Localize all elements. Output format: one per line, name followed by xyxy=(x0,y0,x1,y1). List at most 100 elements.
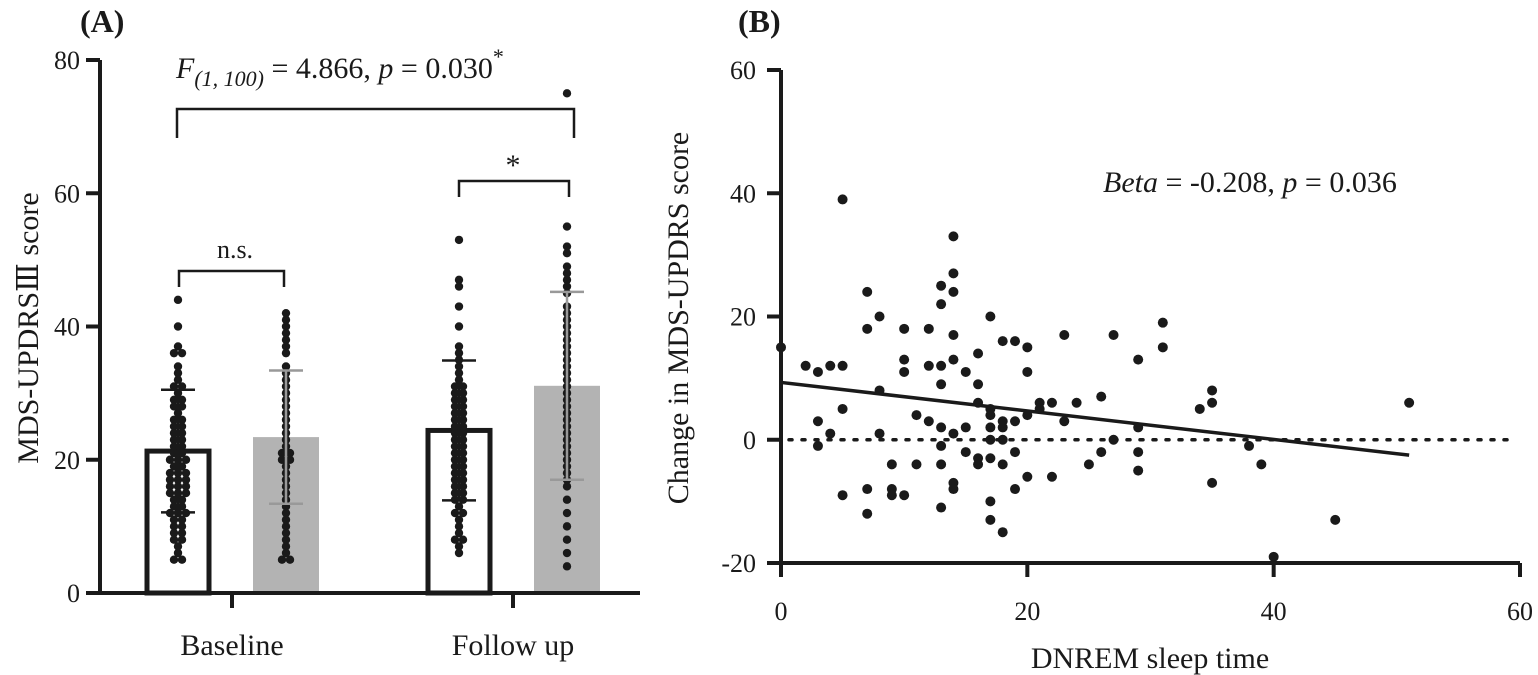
data-point xyxy=(948,428,959,439)
data-point xyxy=(1133,465,1144,476)
data-point xyxy=(165,488,175,498)
data-point xyxy=(1404,397,1415,408)
data-point xyxy=(169,428,179,438)
data-point xyxy=(177,435,187,444)
data-point xyxy=(173,375,183,384)
data-point xyxy=(1108,329,1119,340)
data-point xyxy=(936,502,947,513)
data-point xyxy=(837,490,848,501)
data-point xyxy=(173,362,183,371)
baseline-test-label: n.s. xyxy=(217,235,253,264)
data-point xyxy=(1046,397,1057,408)
regression-pval: = 0.036 xyxy=(1297,166,1396,199)
data-point xyxy=(985,422,996,433)
data-point xyxy=(285,448,295,458)
x-tick-label: 40 xyxy=(1261,597,1287,626)
data-point xyxy=(177,522,187,531)
data-point xyxy=(458,422,468,431)
data-point xyxy=(285,455,295,464)
data-point xyxy=(454,275,464,285)
data-point xyxy=(562,562,572,571)
data-point xyxy=(281,328,291,338)
data-point xyxy=(923,360,934,371)
data-point xyxy=(177,495,187,504)
data-point xyxy=(825,428,836,439)
data-point xyxy=(1059,416,1070,427)
data-point xyxy=(169,535,179,544)
data-point xyxy=(812,416,823,427)
data-point xyxy=(948,268,959,279)
data-point xyxy=(450,395,460,404)
data-point xyxy=(169,422,179,431)
data-point xyxy=(985,453,996,464)
data-point xyxy=(997,422,1008,433)
data-point xyxy=(985,410,996,421)
data-point xyxy=(997,434,1008,445)
data-point xyxy=(458,428,468,438)
data-point xyxy=(985,514,996,525)
data-point xyxy=(169,462,179,471)
data-point xyxy=(454,548,464,558)
data-point xyxy=(458,395,468,404)
data-point xyxy=(450,402,460,411)
data-point xyxy=(562,282,572,291)
data-point xyxy=(1207,397,1218,408)
data-point xyxy=(454,282,464,291)
data-point xyxy=(169,415,179,424)
data-point xyxy=(458,448,468,458)
data-point xyxy=(1022,366,1033,377)
category-label: Baseline xyxy=(180,629,283,662)
data-point xyxy=(450,462,460,471)
data-point xyxy=(177,502,187,511)
data-point xyxy=(1010,447,1021,458)
data-point xyxy=(936,299,947,310)
data-point xyxy=(281,528,291,538)
data-point xyxy=(960,422,971,433)
data-point xyxy=(458,508,468,518)
data-point xyxy=(1133,354,1144,365)
data-point xyxy=(562,262,572,271)
data-point xyxy=(173,295,183,305)
data-point xyxy=(948,286,959,297)
data-point xyxy=(450,455,460,464)
data-point xyxy=(1010,416,1021,427)
data-point xyxy=(936,440,947,451)
data-point xyxy=(1194,403,1205,414)
data-point xyxy=(169,435,179,444)
data-point xyxy=(458,455,468,464)
data-point xyxy=(165,482,175,491)
data-point xyxy=(177,428,187,438)
data-point xyxy=(181,488,191,498)
y-tick-label: 20 xyxy=(54,446,80,475)
data-point xyxy=(886,459,897,470)
panel-a: (A) 0 20 40 60 80 Baseline Follow up MDS-UPDR… xyxy=(12,3,640,662)
data-point xyxy=(177,395,187,404)
data-point xyxy=(812,440,823,451)
y-tick-label: 40 xyxy=(54,313,80,342)
data-point xyxy=(281,535,291,544)
data-point xyxy=(177,348,187,358)
data-point xyxy=(1157,317,1168,328)
data-point xyxy=(165,455,175,464)
data-point xyxy=(169,395,179,404)
regression-stat: = -0.208, xyxy=(1158,166,1282,199)
data-point xyxy=(562,89,572,98)
panel-b-y-axis-title: Change in MDS-UPDRS score xyxy=(662,132,695,505)
overall-test-stat: = 4.866, xyxy=(264,52,378,85)
data-point xyxy=(1256,459,1267,470)
data-point xyxy=(450,488,460,498)
data-point xyxy=(911,410,922,421)
y-tick-label: 20 xyxy=(730,303,756,332)
category-label: Follow up xyxy=(452,629,575,662)
data-point xyxy=(862,286,873,297)
data-point xyxy=(450,508,460,518)
data-point xyxy=(177,528,187,538)
data-point xyxy=(1010,484,1021,495)
overall-test-star: * xyxy=(493,44,504,69)
data-point xyxy=(454,522,464,531)
data-point xyxy=(169,495,179,504)
data-point xyxy=(812,366,823,377)
data-point xyxy=(169,502,179,511)
data-point xyxy=(562,508,572,518)
data-point xyxy=(454,235,464,245)
